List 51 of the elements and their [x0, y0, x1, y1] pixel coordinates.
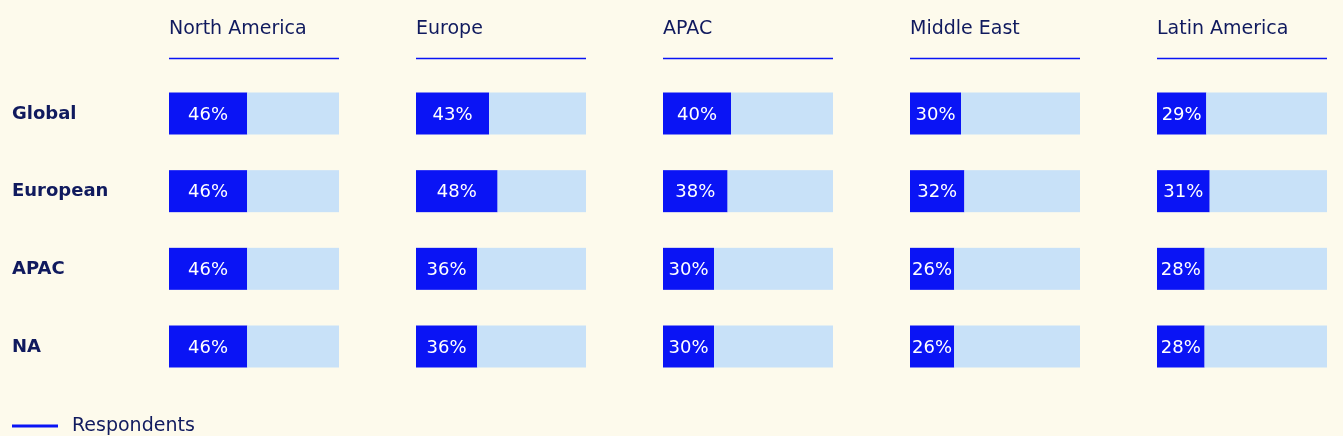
data-label: 46% [188, 180, 229, 202]
bar [1209, 170, 1327, 213]
data-label: 43% [432, 102, 473, 124]
y-tick-label: European [12, 179, 109, 201]
data-label: 31% [1163, 180, 1204, 202]
bar [954, 247, 1080, 290]
data-label: 30% [668, 257, 709, 279]
bar [954, 325, 1080, 368]
data-label: 46% [188, 102, 229, 124]
bar [416, 170, 498, 213]
data-label: 30% [915, 102, 956, 124]
chart-title: Middle East [910, 15, 1020, 38]
data-label: 26% [912, 335, 953, 357]
y-tick-label: Global [12, 101, 77, 123]
bar [964, 170, 1080, 213]
data-label: 26% [912, 257, 953, 279]
bar [663, 92, 731, 135]
data-label: 38% [675, 180, 716, 202]
bar [961, 92, 1080, 135]
data-label: 46% [188, 335, 229, 357]
chart-title: Europe [416, 15, 483, 38]
bar [1157, 170, 1210, 213]
data-label: 29% [1161, 102, 1202, 124]
data-label: 32% [917, 180, 958, 202]
bar [497, 170, 586, 213]
bar [416, 92, 490, 135]
bar [731, 92, 833, 135]
data-label: 28% [1160, 257, 1201, 279]
bar [727, 170, 833, 213]
bar [1204, 247, 1327, 290]
text: Respondents [72, 412, 195, 435]
bar [1206, 92, 1327, 135]
y-tick-label: NA [12, 334, 42, 356]
data-label: 40% [676, 102, 718, 124]
data-label: 28% [1160, 335, 1201, 357]
data-label: 46% [188, 257, 229, 279]
bar [714, 325, 833, 368]
bar [477, 325, 586, 368]
bar [663, 170, 728, 213]
data-label: 48% [436, 180, 477, 202]
data-label: 36% [426, 257, 467, 279]
bar [714, 247, 833, 290]
chart-title: Latin America [1157, 15, 1289, 38]
bar [1204, 325, 1327, 368]
bar [489, 92, 586, 135]
data-label: 30% [668, 335, 709, 357]
chart-title: North America [169, 15, 307, 38]
chart-title: APAC [663, 15, 713, 38]
y-tick-label: APAC [12, 256, 65, 278]
bar [477, 247, 586, 290]
data-label: 36% [426, 335, 467, 357]
